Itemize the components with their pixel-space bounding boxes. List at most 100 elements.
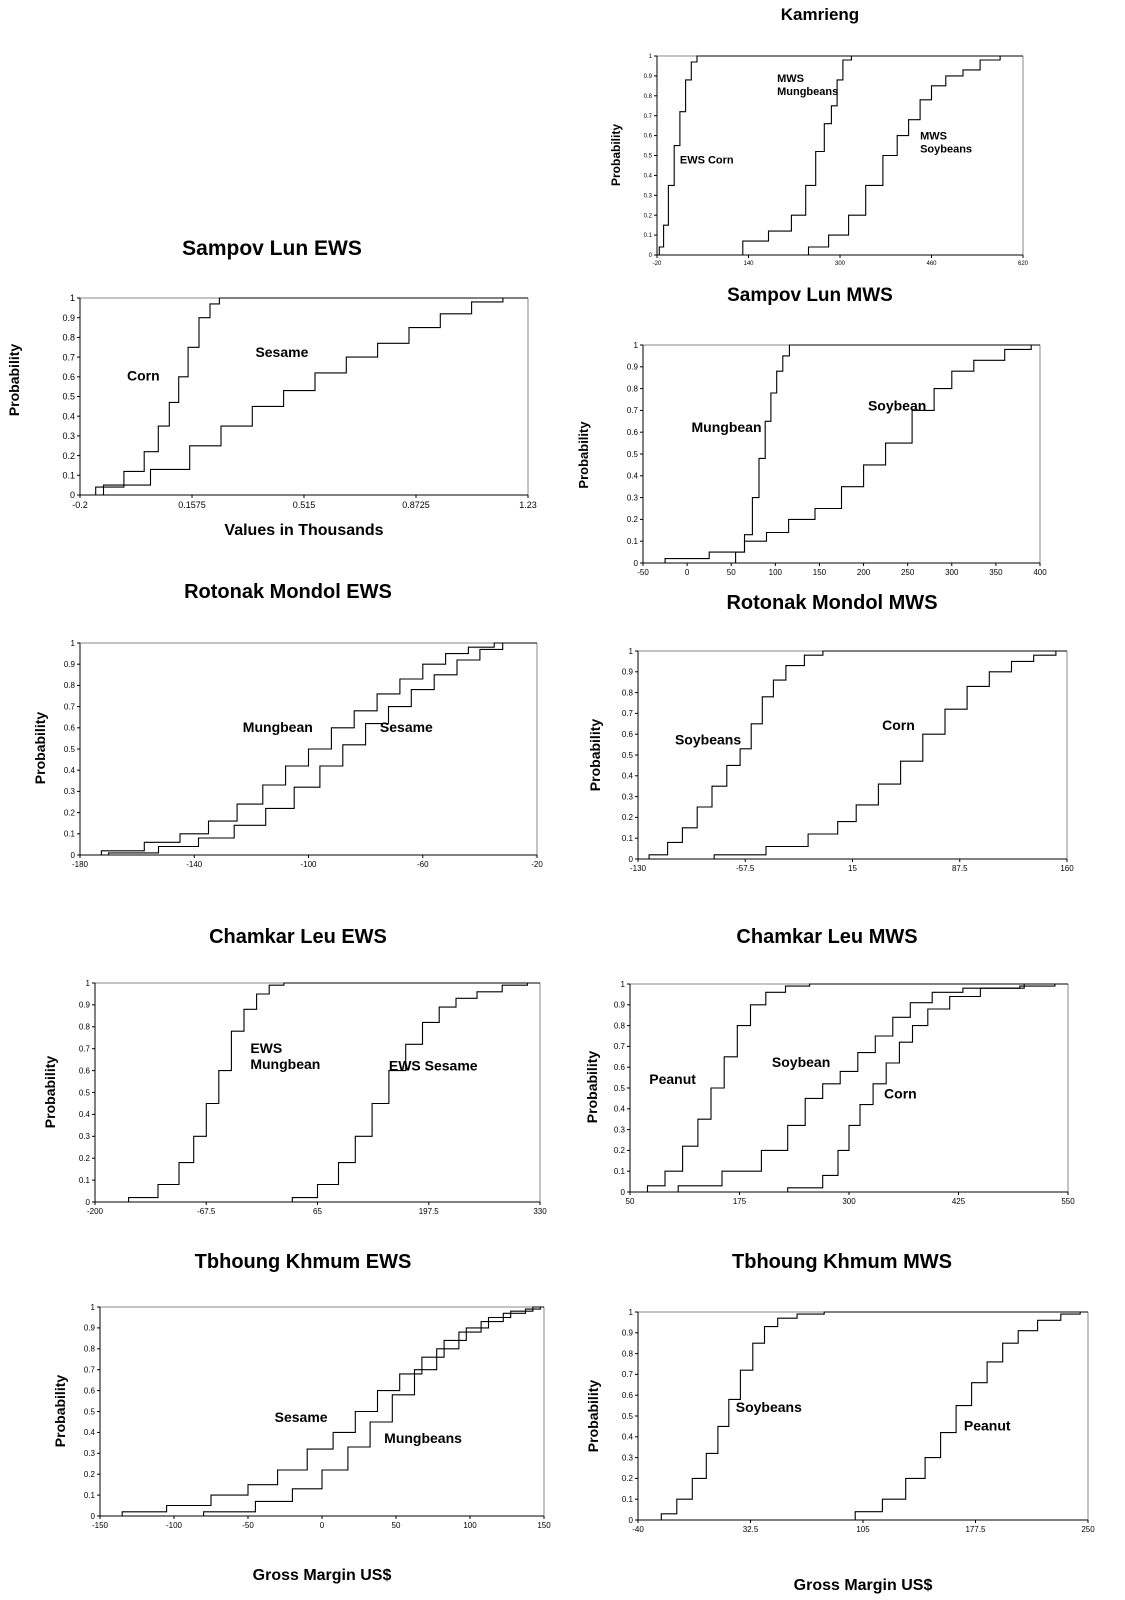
y-tick-label: 0.6 — [614, 1063, 626, 1072]
series-line-mungbeans — [100, 1306, 544, 1517]
y-tick-label: 0.9 — [627, 363, 639, 372]
y-tick-label: 0.5 — [644, 154, 653, 160]
y-tick-label: 0.7 — [627, 406, 639, 415]
y-axis-label: Probability — [584, 1051, 600, 1124]
chart-kamrieng: Kamrieng 0 0.1 0.2 0.3 0.4 0.5 0.6 0.7 0.8 0.9 1 -20… — [609, 5, 1029, 267]
y-tick-label: 0.2 — [614, 1146, 626, 1155]
series-line-soybean — [656, 983, 1068, 1193]
x-tick-label: 0.515 — [293, 500, 316, 510]
y-tick-label: 1 — [629, 647, 634, 656]
x-tick-label: 65 — [313, 1207, 322, 1216]
y-tick-label: 0.4 — [644, 174, 653, 180]
y-tick-label: 0.4 — [84, 1428, 96, 1437]
x-axis-label: Values in Thousands — [224, 522, 383, 539]
x-tick-label: -40 — [632, 1525, 644, 1534]
x-tick-label: 1.23 — [519, 500, 537, 510]
y-tick-label: 0.8 — [84, 1345, 96, 1354]
x-tick-label: 32.5 — [743, 1525, 759, 1534]
series-line-soybean — [643, 344, 1040, 564]
series-line-ews-mungbean — [111, 982, 540, 1203]
y-tick-label: 0.9 — [644, 74, 653, 80]
y-tick-label: 0.1 — [614, 1167, 626, 1176]
y-tick-label: 0.2 — [622, 813, 634, 822]
y-tick-label: 0.7 — [622, 1370, 634, 1379]
x-tick-label: 620 — [1018, 261, 1029, 267]
x-tick-label: 250 — [1081, 1525, 1095, 1534]
chart-tbhoung-khmum-ews: Tbhoung Khmum EWS 0 0.1 0.2 0.3 0.4 0.5 0.6 0.7 0… — [52, 1251, 551, 1584]
x-tick-label: 460 — [926, 261, 937, 267]
y-tick-label: 0.2 — [84, 1470, 96, 1479]
y-tick-label: 0.3 — [79, 1132, 91, 1141]
curve-label: MWS — [777, 73, 804, 85]
y-tick-label: 0.4 — [614, 1105, 626, 1114]
y-tick-label: 0.9 — [79, 1001, 91, 1010]
y-tick-label: 0.6 — [62, 372, 75, 382]
curve-label: Mungbean — [243, 719, 313, 735]
chart-title: Chamkar Leu MWS — [736, 926, 917, 948]
curve-label: Soybean — [868, 397, 926, 413]
chart-title: Kamrieng — [781, 5, 859, 24]
curve-label: Mungbean — [692, 419, 762, 435]
y-tick-label: 0.7 — [644, 114, 653, 120]
y-tick-label: 1 — [86, 979, 91, 988]
x-tick-label: -200 — [87, 1207, 104, 1216]
curve-label: Corn — [884, 1085, 917, 1101]
y-tick-label: 0 — [71, 851, 76, 860]
y-tick-label: 0.7 — [614, 1042, 626, 1051]
chart-sampov-lun-mws: Sampov Lun MWS 0 0.1 0.2 0.3 0.4 0.5 0.6 0.7 0.8 0… — [576, 285, 1047, 577]
x-tick-label: -100 — [166, 1521, 183, 1530]
y-tick-label: 0.6 — [64, 724, 76, 733]
curve-label: EWS Sesame — [389, 1058, 478, 1074]
y-tick-label: 0.8 — [62, 333, 75, 343]
series-line-ews-sesame — [279, 982, 540, 1203]
x-axis-label: Gross Margin US$ — [253, 1567, 392, 1584]
series-line-mungbean — [80, 642, 537, 856]
y-tick-label: 1 — [634, 341, 639, 350]
y-tick-label: 1 — [629, 1308, 634, 1317]
x-tick-label: -140 — [186, 860, 203, 869]
x-tick-label: -130 — [630, 864, 647, 873]
y-tick-label: 0.1 — [64, 830, 76, 839]
y-axis-label: Probability — [52, 1375, 68, 1448]
y-tick-label: 0.2 — [64, 808, 76, 817]
chart-tbhoung-khmum-mws: Tbhoung Khmum MWS 0 0.1 0.2 0.3 0.4 0.5 0.6 0.7 0… — [585, 1251, 1095, 1594]
y-tick-label: 0.8 — [64, 681, 76, 690]
y-tick-label: 0.5 — [62, 392, 75, 402]
y-axis-label: Probability — [585, 1380, 601, 1453]
series-line-mungbean — [731, 344, 1040, 564]
curve-label: Sesame — [255, 344, 308, 360]
x-tick-label: 140 — [743, 261, 754, 267]
x-tick-label: 0 — [685, 568, 690, 577]
series-line-mws-soybeans — [800, 55, 1023, 256]
x-tick-label: -67.5 — [197, 1207, 216, 1216]
y-tick-label: 0.7 — [79, 1045, 91, 1054]
y-tick-label: 0.3 — [622, 1453, 634, 1462]
x-tick-label: 150 — [537, 1521, 551, 1530]
series-line-corn — [638, 650, 1067, 860]
y-tick-label: 0.4 — [64, 766, 76, 775]
y-tick-label: 0.5 — [64, 745, 76, 754]
x-tick-label: 350 — [989, 568, 1003, 577]
y-tick-label: 0.8 — [79, 1023, 91, 1032]
y-tick-label: 0.6 — [622, 730, 634, 739]
y-tick-label: 0.9 — [84, 1324, 96, 1333]
x-tick-label: 100 — [769, 568, 783, 577]
y-tick-label: 0.3 — [622, 792, 634, 801]
y-tick-label: 0.6 — [627, 428, 639, 437]
y-tick-label: 0.5 — [622, 751, 634, 760]
y-tick-label: 0 — [629, 855, 634, 864]
x-tick-label: 50 — [727, 568, 736, 577]
y-tick-label: 0.1 — [79, 1176, 91, 1185]
y-tick-label: 0.4 — [62, 411, 75, 421]
y-tick-label: 0.8 — [614, 1021, 626, 1030]
chart-chamkar-leu-ews: Chamkar Leu EWS 0 0.1 0.2 0.3 0.4 0.5 0.6 0.7 0.8… — [42, 926, 547, 1216]
x-tick-label: 50 — [626, 1197, 635, 1206]
curve-label: Peanut — [964, 1418, 1011, 1434]
y-axis-label: Probability — [576, 421, 591, 489]
y-tick-label: 1 — [91, 1303, 96, 1312]
y-tick-label: 0 — [91, 1512, 96, 1521]
y-tick-label: 0.9 — [62, 313, 75, 323]
y-tick-label: 0.1 — [627, 537, 639, 546]
x-tick-label: 0.8725 — [402, 500, 430, 510]
